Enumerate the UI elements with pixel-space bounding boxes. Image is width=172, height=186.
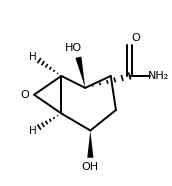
Text: OH: OH (82, 162, 99, 172)
Text: NH₂: NH₂ (148, 71, 169, 81)
Text: O: O (131, 33, 140, 44)
Text: HO: HO (65, 43, 82, 53)
Polygon shape (87, 131, 93, 158)
Text: H: H (29, 126, 36, 136)
Text: O: O (20, 90, 29, 100)
Text: H: H (29, 52, 36, 62)
Polygon shape (75, 57, 85, 88)
